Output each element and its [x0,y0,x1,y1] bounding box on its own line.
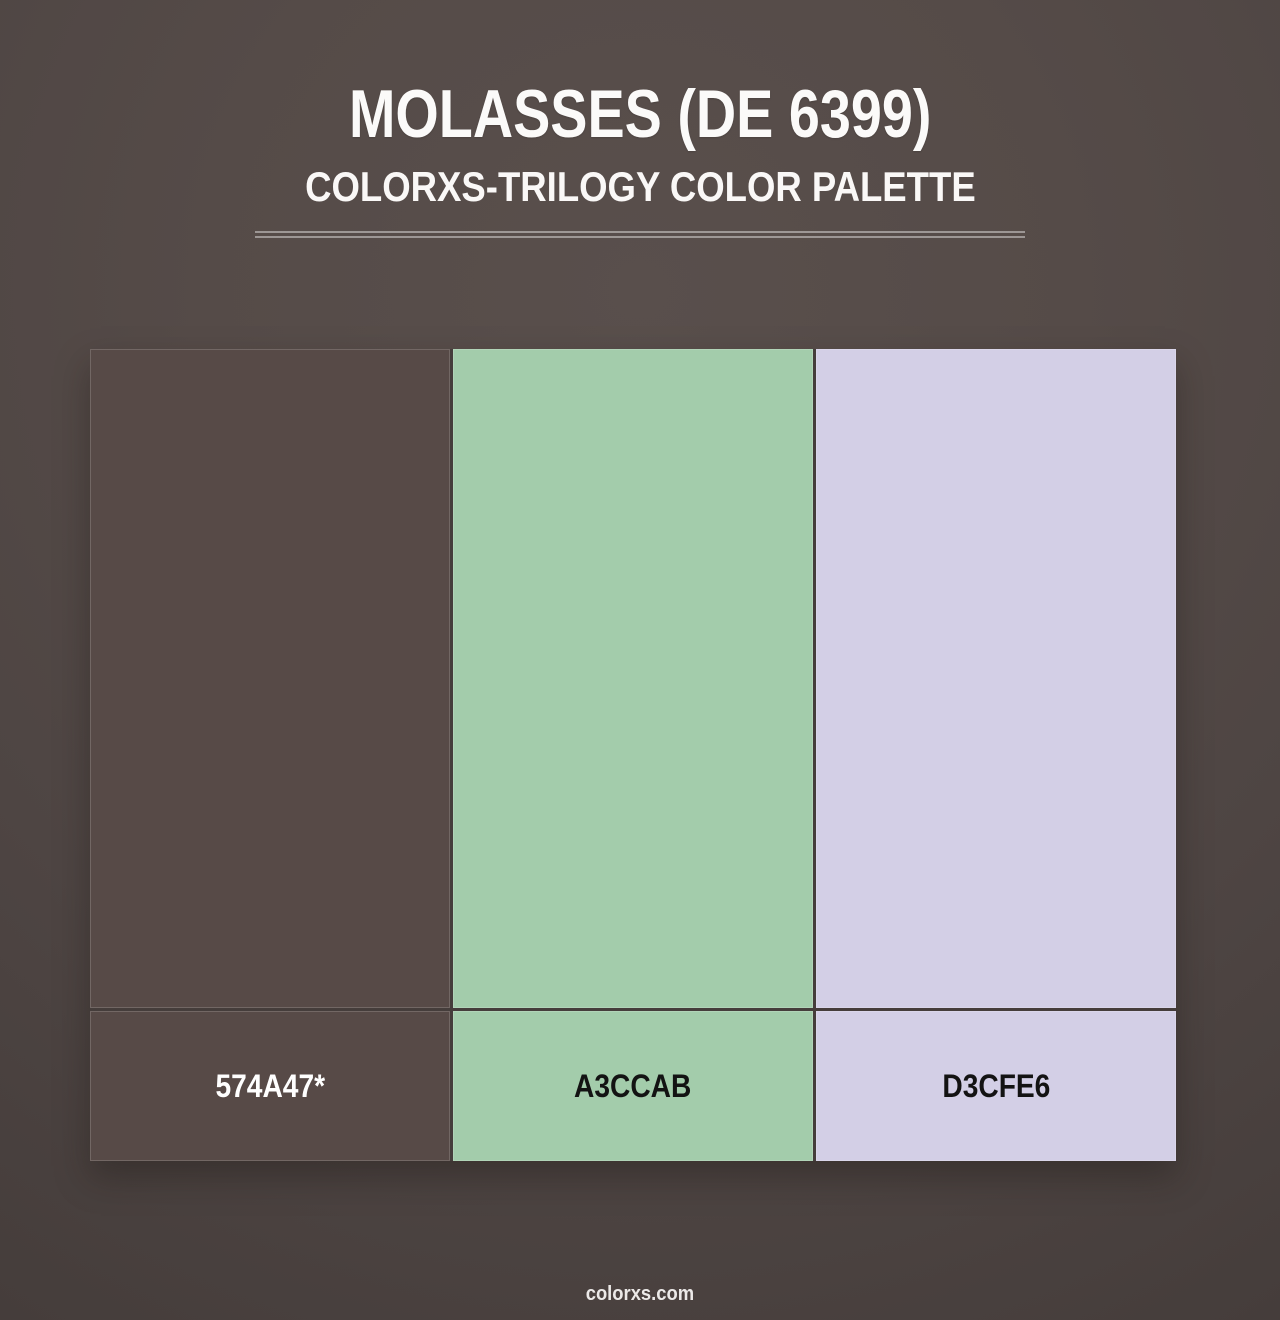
swatch-hex-label: D3CFE6 [942,1067,1050,1104]
color-swatch-574a47 [90,349,450,1008]
page-subtitle: COLORXS-TRILOGY COLOR PALETTE [0,166,1280,208]
footer: colorxs.com [0,1284,1280,1304]
swatch-hex-label: 574A47* [215,1067,325,1104]
header-divider [255,231,1025,238]
page-title: MOLASSES (DE 6399) [0,80,1280,148]
swatch-label-cell-a3ccab: A3CCAB [453,1011,813,1161]
swatch-label-cell-574a47: 574A47* [90,1011,450,1161]
page-subtitle-text: COLORXS-TRILOGY COLOR PALETTE [304,163,976,210]
color-swatch-a3ccab [453,349,813,1008]
color-palette-grid: 574A47* A3CCAB D3CFE6 [90,349,1176,1161]
color-swatch-d3cfe6 [816,349,1176,1008]
swatch-label-cell-d3cfe6: D3CFE6 [816,1011,1176,1161]
swatch-hex-label: A3CCAB [574,1067,692,1104]
page-title-text: MOLASSES (DE 6399) [348,76,932,152]
footer-brand-logo: colorxs.com [585,1283,695,1305]
